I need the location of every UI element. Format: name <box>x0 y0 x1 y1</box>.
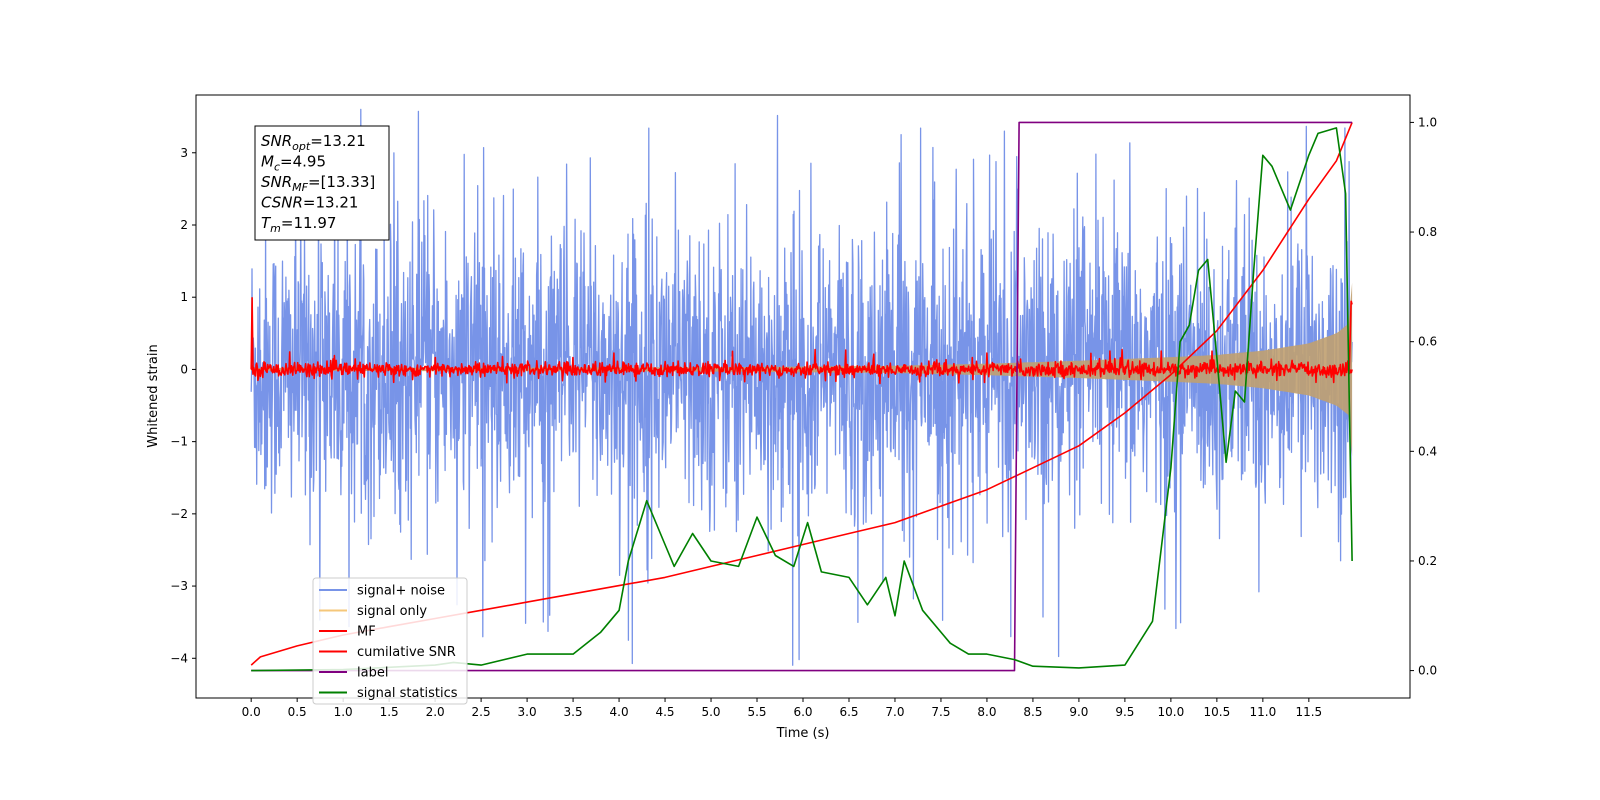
x-tick-label: 0.5 <box>288 705 307 719</box>
x-tick-label: 6.0 <box>793 705 812 719</box>
legend-label: signal+ noise <box>357 584 445 599</box>
x-tick-label: 9.0 <box>1069 705 1088 719</box>
annotation-value: =13.21 <box>310 132 366 150</box>
y-tick-label: −2 <box>170 507 188 521</box>
annotation-line: Mc=4.95 <box>261 153 326 174</box>
legend: signal+ noise signal only MF cumilative SNR… <box>312 577 468 705</box>
annotation-line: Tm=11.97 <box>261 214 336 235</box>
y-tick-label: 2 <box>180 218 188 232</box>
x-tick-label: 9.5 <box>1115 705 1134 719</box>
legend-label: label <box>357 666 388 681</box>
x-tick-label: 6.5 <box>839 705 858 719</box>
y-tick-label: 1 <box>180 290 188 304</box>
x-axis-label: Time (s) <box>776 726 830 741</box>
x-tick-label: 10.5 <box>1204 705 1231 719</box>
x-tick-label: 3.0 <box>518 705 537 719</box>
series-mf-end-spike <box>1348 300 1353 370</box>
x-tick-label: 11.0 <box>1249 705 1276 719</box>
annotation-frame <box>254 125 390 241</box>
annotation-value: =13.21 <box>303 194 359 212</box>
y-tick-label: 3 <box>180 146 188 160</box>
y-tick-label: 0 <box>180 362 188 376</box>
x-tick-label: 5.5 <box>747 705 766 719</box>
y-axis-ticks: 3 2 1 0 −1 −2 −3 −4 <box>170 146 196 665</box>
series-layer <box>250 108 1353 672</box>
y2-tick-label: 0.8 <box>1418 225 1437 239</box>
x-tick-label: 8.5 <box>1023 705 1042 719</box>
x-tick-label: 10.0 <box>1158 705 1185 719</box>
legend-label: MF <box>357 625 376 640</box>
y2-tick-label: 0.4 <box>1418 444 1437 458</box>
x-tick-label: 7.5 <box>931 705 950 719</box>
annotation-value: =[13.33] <box>308 173 375 191</box>
annotation-line: CSNR=13.21 <box>261 194 358 212</box>
annotation-symbol: T <box>261 214 272 232</box>
legend-label: signal only <box>357 604 427 619</box>
x-tick-label: 8.0 <box>977 705 996 719</box>
legend-label: signal statistics <box>357 686 458 701</box>
annotation-line: SNRMF=[13.33] <box>261 173 375 194</box>
series-signal-statistics-line <box>251 127 1353 672</box>
x-tick-label: 7.0 <box>885 705 904 719</box>
x-tick-label: 2.0 <box>426 705 445 719</box>
x-tick-label: 2.5 <box>472 705 491 719</box>
series-mf-line <box>250 348 1353 385</box>
series-signal-noise-line <box>250 108 1353 666</box>
series-mf-start-spike <box>250 297 254 370</box>
annotation-subscript: opt <box>292 140 311 153</box>
legend-label: cumilative SNR <box>357 645 456 660</box>
x-tick-label: 0.0 <box>242 705 261 719</box>
y2-axis-ticks: 1.0 0.8 0.6 0.4 0.2 0.0 <box>1410 115 1437 678</box>
x-tick-label: 1.0 <box>334 705 353 719</box>
x-tick-label: 4.0 <box>610 705 629 719</box>
annotation-symbol: SNR <box>261 132 292 150</box>
y-axis-label: Whitened strain <box>146 344 161 447</box>
y-tick-label: −3 <box>170 579 188 593</box>
y-tick-label: −4 <box>170 651 188 665</box>
x-tick-label: 11.5 <box>1295 705 1322 719</box>
annotation-subscript: m <box>270 222 281 235</box>
annotation-symbol: CSNR <box>261 194 303 212</box>
annotation-value: =4.95 <box>280 153 326 171</box>
annotation-subscript: MF <box>292 181 308 194</box>
y2-tick-label: 1.0 <box>1418 115 1437 129</box>
x-tick-label: 4.5 <box>655 705 674 719</box>
annotation-symbol: M <box>261 153 274 171</box>
series-signal-only-band <box>251 282 1353 457</box>
stats-annotation: SNRopt=13.21Mc=4.95SNRMF=[13.33]CSNR=13.… <box>254 125 390 241</box>
x-tick-label: 1.5 <box>380 705 399 719</box>
legend-frame <box>312 577 468 705</box>
x-tick-label: 5.0 <box>701 705 720 719</box>
y-tick-label: −1 <box>170 435 188 449</box>
annotation-subscript: c <box>274 161 280 174</box>
annotation-line: SNRopt=13.21 <box>261 132 366 153</box>
y2-tick-label: 0.6 <box>1418 335 1437 349</box>
annotation-symbol: SNR <box>261 173 292 191</box>
y2-tick-label: 0.2 <box>1418 554 1437 568</box>
series-label-line <box>251 121 1353 672</box>
x-tick-label: 3.5 <box>564 705 583 719</box>
y2-tick-label: 0.0 <box>1418 664 1437 678</box>
annotation-value: =11.97 <box>281 214 337 232</box>
